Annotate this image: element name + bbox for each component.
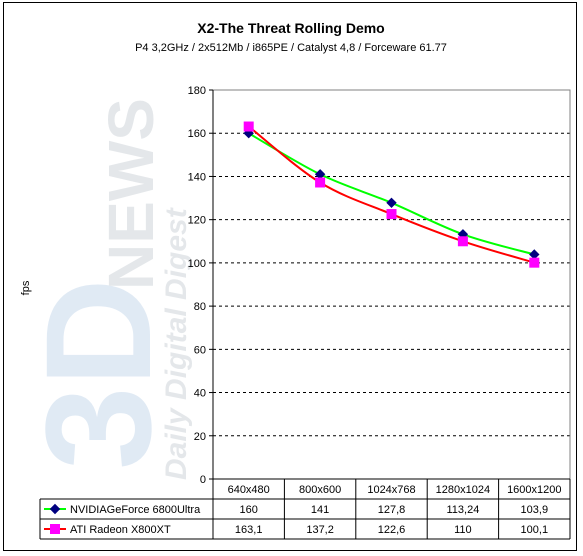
watermark-logo-text: 3D: [14, 278, 182, 470]
plot-area: 0 20 40 60 80 100 120 140 160 180: [188, 85, 571, 486]
series-2-point: [315, 177, 326, 188]
x-category-label: 1600x1200: [507, 484, 561, 496]
data-label: 113,24: [446, 504, 479, 516]
data-label: 100,1: [521, 524, 549, 536]
data-label: 163,1: [235, 524, 263, 536]
data-table: 640x480 800x600 1024x768 1280x1024 1600x1200…: [39, 478, 571, 540]
data-label: 160: [240, 504, 258, 516]
data-label: 141: [311, 504, 329, 516]
series-1-point: [529, 249, 540, 260]
y-tick-label: 160: [188, 128, 206, 140]
series-1-point: [314, 169, 326, 180]
chart-frame: [3, 2, 577, 551]
y-tick-label: 0: [200, 474, 206, 486]
y-tick-label: 80: [194, 301, 206, 313]
x-category-label: 800x600: [299, 484, 341, 496]
series-line-1: [248, 132, 535, 256]
legend-label-1: NVIDIAGeForce 6800Ultra: [70, 504, 201, 516]
data-label: 110: [454, 524, 472, 536]
y-tick-label: 140: [188, 171, 206, 183]
x-category-label: 640x480: [228, 484, 270, 496]
y-tick-label: 40: [194, 388, 206, 400]
chart-subtitle: P4 3,2GHz / 2x512Mb / i865PE / Catalyst …: [135, 42, 447, 54]
y-tick-label: 120: [188, 215, 206, 227]
plot-border: [212, 89, 571, 480]
series-2-point: [457, 236, 468, 247]
data-label: 137,2: [306, 524, 334, 536]
y-tick-label: 60: [194, 344, 206, 356]
series-1-point: [386, 197, 397, 209]
y-tick-label: 180: [188, 85, 206, 97]
x-category-label: 1024x768: [367, 484, 415, 496]
legend-marker-2: [50, 524, 60, 534]
watermark-word-text: NEWS: [95, 98, 167, 290]
data-label: 103,9: [521, 504, 549, 516]
series-2-point: [386, 209, 397, 220]
data-label: 127,8: [378, 504, 406, 516]
series-2-point: [529, 257, 540, 268]
legend-marker-1: [49, 503, 61, 515]
data-label: 122,6: [378, 524, 406, 536]
y-tick-label: 100: [188, 258, 206, 270]
chart-title: X2-The Threat Rolling Demo: [197, 20, 384, 36]
watermark-tagline-text: Daily Digital Digest: [160, 206, 193, 480]
series-2-point: [243, 121, 254, 132]
x-category-label: 1280x1024: [436, 484, 490, 496]
y-axis-label: fps: [20, 280, 32, 295]
legend-label-2: ATI Radeon X800XT: [70, 524, 171, 536]
y-tick-label: 20: [194, 431, 206, 443]
watermark-logo: 3D NEWS Daily Digital Digest: [14, 98, 193, 480]
